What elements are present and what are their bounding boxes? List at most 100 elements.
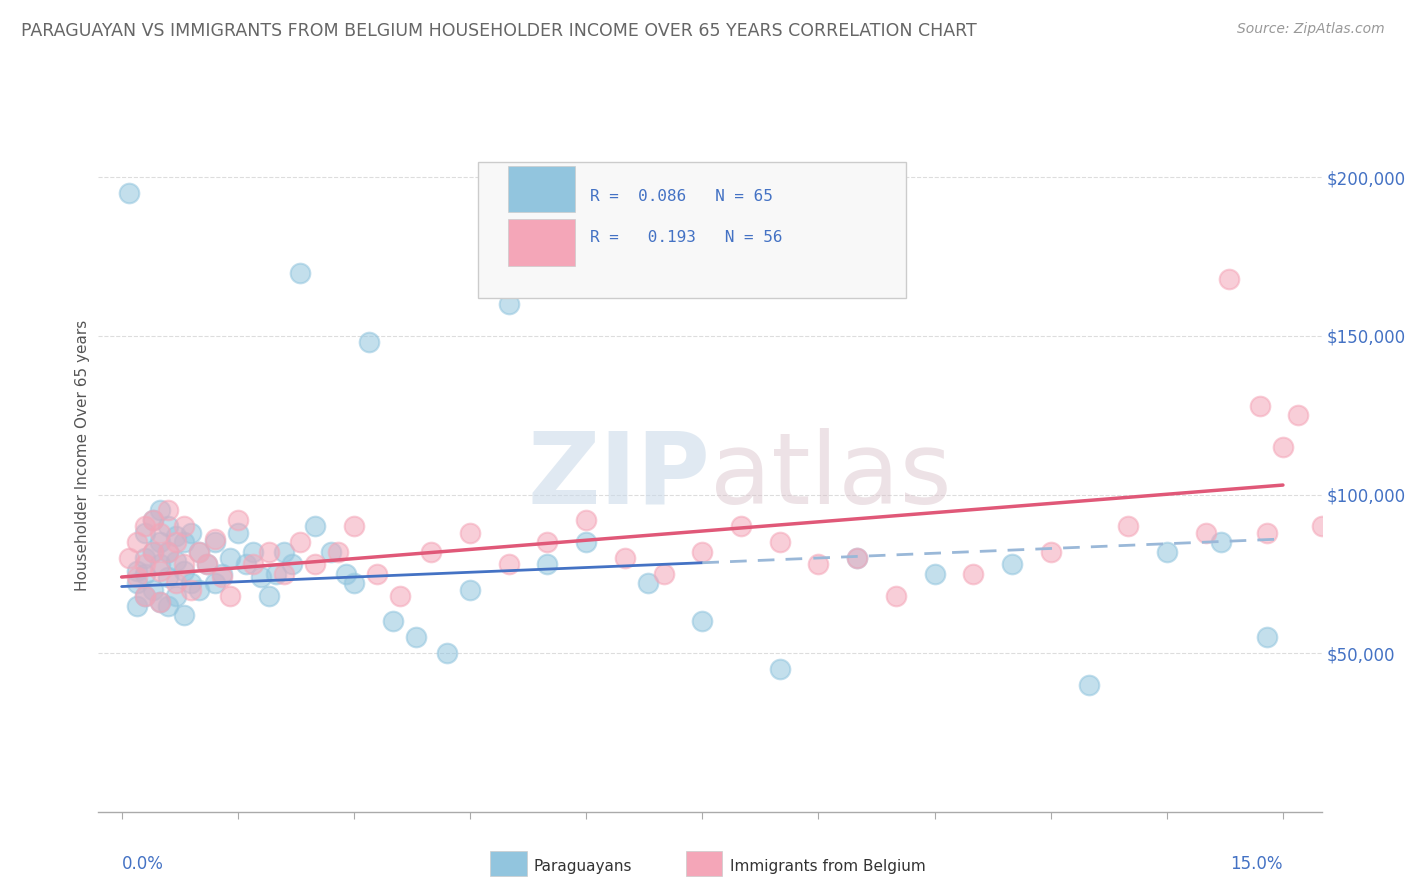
- Text: Paraguayans: Paraguayans: [534, 859, 633, 874]
- Point: [1286, 409, 1309, 423]
- Point: [149, 503, 172, 517]
- Point: [846, 551, 869, 566]
- Point: [319, 544, 342, 558]
- Point: [165, 535, 187, 549]
- Point: [250, 570, 273, 584]
- Point: [304, 519, 326, 533]
- Point: [1256, 630, 1278, 644]
- Point: [118, 551, 141, 566]
- Point: [127, 564, 149, 578]
- Point: [498, 297, 520, 311]
- Point: [142, 513, 165, 527]
- Point: [458, 582, 481, 597]
- Point: [219, 589, 242, 603]
- Point: [343, 519, 366, 533]
- FancyBboxPatch shape: [478, 162, 905, 298]
- Point: [1078, 678, 1101, 692]
- Point: [257, 589, 280, 603]
- Point: [536, 558, 558, 572]
- Point: [173, 608, 195, 623]
- Point: [173, 564, 195, 578]
- Point: [690, 544, 713, 558]
- Point: [188, 582, 211, 597]
- Point: [652, 566, 675, 581]
- Point: [157, 570, 180, 584]
- Point: [149, 564, 172, 578]
- Point: [1249, 399, 1271, 413]
- Y-axis label: Householder Income Over 65 years: Householder Income Over 65 years: [75, 319, 90, 591]
- Point: [730, 519, 752, 533]
- Point: [536, 535, 558, 549]
- Point: [127, 570, 149, 584]
- Point: [343, 576, 366, 591]
- FancyBboxPatch shape: [508, 166, 575, 212]
- Point: [1271, 440, 1294, 454]
- Point: [637, 576, 659, 591]
- Point: [142, 544, 165, 558]
- Point: [134, 558, 156, 572]
- Text: 0.0%: 0.0%: [122, 855, 163, 872]
- Point: [142, 544, 165, 558]
- Point: [134, 525, 156, 540]
- Point: [242, 558, 264, 572]
- Point: [204, 532, 226, 546]
- Point: [127, 599, 149, 613]
- FancyBboxPatch shape: [508, 219, 575, 266]
- Point: [219, 551, 242, 566]
- Point: [211, 566, 233, 581]
- Point: [420, 544, 443, 558]
- Text: ZIP: ZIP: [527, 428, 710, 524]
- Point: [366, 566, 388, 581]
- Point: [962, 566, 984, 581]
- Point: [165, 554, 187, 568]
- Point: [134, 566, 156, 581]
- Point: [328, 544, 350, 558]
- Text: Source: ZipAtlas.com: Source: ZipAtlas.com: [1237, 22, 1385, 37]
- Point: [149, 525, 172, 540]
- Point: [195, 558, 218, 572]
- Point: [381, 615, 404, 629]
- Point: [1310, 519, 1333, 533]
- Point: [613, 551, 636, 566]
- Point: [142, 582, 165, 597]
- Point: [266, 566, 288, 581]
- Point: [211, 570, 233, 584]
- Point: [807, 558, 830, 572]
- Point: [157, 599, 180, 613]
- Point: [242, 544, 264, 558]
- Point: [575, 513, 598, 527]
- Point: [1256, 525, 1278, 540]
- Point: [288, 535, 311, 549]
- Point: [1001, 558, 1024, 572]
- FancyBboxPatch shape: [489, 851, 526, 876]
- Text: R =   0.193   N = 56: R = 0.193 N = 56: [591, 230, 783, 245]
- Point: [924, 566, 946, 581]
- Point: [204, 535, 226, 549]
- Point: [165, 529, 187, 543]
- Point: [188, 544, 211, 558]
- Point: [180, 525, 202, 540]
- Point: [157, 544, 180, 558]
- Point: [1039, 544, 1062, 558]
- Point: [173, 535, 195, 549]
- Point: [846, 551, 869, 566]
- Point: [173, 519, 195, 533]
- Point: [288, 266, 311, 280]
- Point: [226, 513, 249, 527]
- Text: 15.0%: 15.0%: [1230, 855, 1282, 872]
- Point: [118, 186, 141, 201]
- Text: PARAGUAYAN VS IMMIGRANTS FROM BELGIUM HOUSEHOLDER INCOME OVER 65 YEARS CORRELATI: PARAGUAYAN VS IMMIGRANTS FROM BELGIUM HO…: [21, 22, 977, 40]
- Point: [173, 558, 195, 572]
- Point: [127, 576, 149, 591]
- Point: [165, 589, 187, 603]
- Point: [149, 595, 172, 609]
- Point: [498, 558, 520, 572]
- Point: [1194, 525, 1216, 540]
- Point: [1209, 535, 1232, 549]
- Point: [180, 582, 202, 597]
- Point: [142, 513, 165, 527]
- Point: [273, 544, 295, 558]
- Point: [575, 535, 598, 549]
- Point: [188, 544, 211, 558]
- Point: [149, 595, 172, 609]
